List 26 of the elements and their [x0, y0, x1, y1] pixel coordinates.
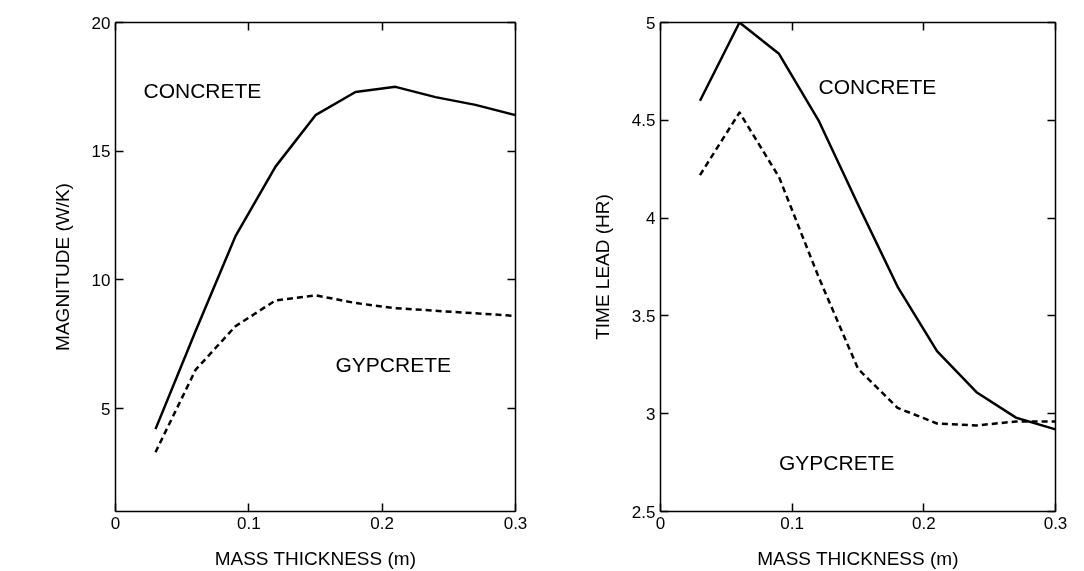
y-tick-label: 15 [91, 142, 111, 162]
text: CONCRETE [143, 79, 262, 103]
y-axis-title: TIME LEAD (HR) [591, 194, 613, 340]
y-tick-label: 10 [91, 270, 111, 290]
y-tick-label: 3.5 [631, 306, 656, 326]
x-tick-label: 0 [655, 513, 666, 533]
x-tick-label: 0.3 [1043, 513, 1068, 533]
series-label: CONCRETE [818, 74, 937, 98]
y-tick-label: 20 [91, 13, 111, 33]
x-tick-label: 0.3 [503, 513, 528, 533]
x-tick-label: 0.1 [780, 513, 804, 533]
y-tick-label: 4 [646, 209, 656, 229]
y-tick-label: 5 [646, 13, 656, 33]
x-tick-label: 0.2 [370, 513, 394, 533]
x-axis-title: MASS THICKNESS (m) [214, 547, 416, 569]
y-tick-label: 3 [646, 404, 656, 424]
y-tick-label: 2.5 [631, 502, 656, 522]
x-tick-label: 0.2 [912, 513, 936, 533]
x-axis-title: MASS THICKNESS (m) [757, 547, 959, 569]
y-axis-title: MAGNITUDE (W/K) [51, 183, 73, 351]
y-tick-label: 5 [101, 399, 111, 419]
x-tick-label: 0.1 [237, 513, 261, 533]
y-tick-label: 4.5 [631, 111, 656, 131]
series-label: GYPCRETE [779, 451, 895, 475]
x-tick-label: 0 [110, 513, 121, 533]
series-label: GYPCRETE [335, 353, 452, 377]
